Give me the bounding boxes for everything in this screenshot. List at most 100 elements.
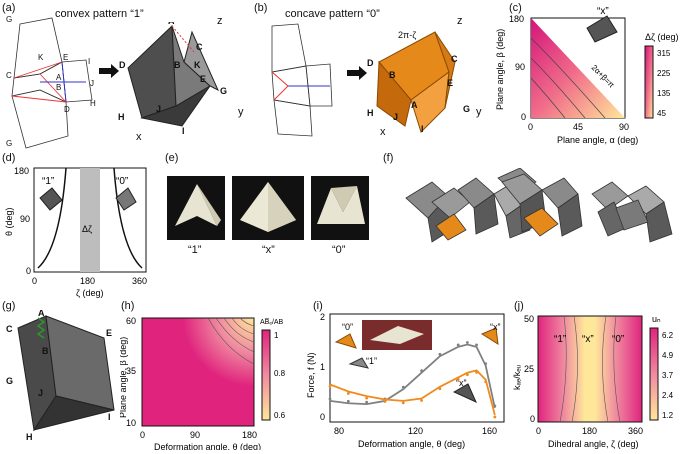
svg-text:G: G <box>6 16 12 24</box>
svg-text:H: H <box>26 432 33 442</box>
panel-a-folded-unit: A C D B KE G J H I <box>118 22 227 134</box>
svg-text:60: 60 <box>126 316 136 326</box>
svg-text:J: J <box>156 104 161 114</box>
svg-text:2: 2 <box>320 312 325 322</box>
svg-text:“1”: “1” <box>42 176 54 187</box>
svg-text:H: H <box>367 108 374 118</box>
svg-text:45: 45 <box>573 122 583 132</box>
panel-a-x-axis: x <box>136 131 142 143</box>
svg-text:160: 160 <box>482 426 497 436</box>
svg-text:E: E <box>447 78 453 88</box>
svg-text:90: 90 <box>619 122 629 132</box>
svg-text:1.2: 1.2 <box>662 411 674 420</box>
series-point-0-7 <box>456 343 460 347</box>
svg-text:“0”: “0” <box>116 176 128 187</box>
series-point-1-0 <box>328 385 332 388</box>
svg-text:360: 360 <box>132 276 147 286</box>
svg-text:ζ (deg): ζ (deg) <box>76 288 103 298</box>
panel-b-y-axis: y <box>476 106 482 118</box>
series-point-1-8 <box>465 373 469 377</box>
svg-text:Δζ (deg): Δζ (deg) <box>645 32 679 42</box>
series-point-1-10 <box>484 380 488 384</box>
series-point-1-2 <box>365 396 369 400</box>
series-point-1-7 <box>456 377 460 381</box>
svg-text:I: I <box>88 57 90 66</box>
series-point-0-9 <box>475 343 478 347</box>
svg-text:B: B <box>56 83 61 92</box>
svg-text:“x”: “x” <box>597 6 609 17</box>
series-point-0-6 <box>438 352 442 356</box>
panel-e-label: (e) <box>165 152 179 164</box>
svg-text:45: 45 <box>657 109 666 118</box>
svg-text:AB̅ₑ/AB: AB̅ₑ/AB <box>260 318 284 326</box>
svg-text:C: C <box>196 42 203 52</box>
svg-text:E: E <box>106 328 112 338</box>
panel-h-chart: 60 35 10 0 90 180 Deformation angle, θ (… <box>120 316 286 450</box>
series-line-1 <box>329 369 496 416</box>
svg-text:0: 0 <box>521 112 526 122</box>
svg-text:Deformation angle, θ (deg): Deformation angle, θ (deg) <box>154 442 261 450</box>
series-point-0-5 <box>420 369 423 373</box>
svg-text:C: C <box>6 324 13 334</box>
svg-text:C: C <box>451 54 458 64</box>
svg-text:“1”: “1” <box>366 356 377 366</box>
series-point-0-1 <box>346 399 350 403</box>
panel-b-crease-pattern <box>271 23 333 137</box>
svg-text:I: I <box>421 124 424 134</box>
svg-text:“0”: “0” <box>612 334 624 345</box>
svg-text:315: 315 <box>657 49 671 58</box>
svg-text:0: 0 <box>530 414 535 424</box>
series-point-0-8 <box>465 341 469 344</box>
svg-text:135: 135 <box>657 89 671 98</box>
svg-text:Deformation angle, θ (deg): Deformation angle, θ (deg) <box>358 439 465 449</box>
svg-text:uₙ: uₙ <box>652 314 661 324</box>
svg-text:180: 180 <box>242 430 257 440</box>
series-line-0 <box>329 343 496 409</box>
svg-text:0.8: 0.8 <box>274 369 286 378</box>
svg-text:120: 120 <box>408 426 423 436</box>
panel-a-crease-pattern: G C K E I AB J D H G <box>6 16 96 149</box>
svg-text:2.4: 2.4 <box>662 391 674 400</box>
panel-a-y-axis: y <box>238 106 244 118</box>
svg-text:“x”: “x” <box>456 378 467 388</box>
svg-text:“x”: “x” <box>490 322 501 332</box>
panel-d-label: (d) <box>2 152 16 164</box>
svg-text:0: 0 <box>26 266 31 276</box>
svg-text:90: 90 <box>20 214 30 224</box>
panel-a-title: convex pattern “1” <box>55 8 144 20</box>
photo-state-zero <box>311 176 369 240</box>
series-point-0-4 <box>401 385 405 389</box>
panel-d-chart: “1” “0” Δζ 180 90 0 0 180 360 ζ (deg) θ … <box>4 166 147 298</box>
svg-text:“x”: “x” <box>582 334 594 345</box>
panel-g-unit: C A B G E J I H <box>6 310 115 442</box>
panel-j-label: (j) <box>514 300 524 312</box>
svg-text:Dihedral angle, ζ (deg): Dihedral angle, ζ (deg) <box>548 439 639 449</box>
panel-a-arrow <box>99 64 119 78</box>
svg-text:J: J <box>38 388 43 398</box>
svg-text:J: J <box>90 79 94 88</box>
svg-text:180: 180 <box>14 166 29 176</box>
svg-text:I: I <box>182 126 185 134</box>
series-point-1-4 <box>401 401 405 405</box>
panel-j-chart: “1” “x” “0” 50 25 0 0 180 360 Dihedral a… <box>512 314 674 449</box>
svg-text:35: 35 <box>126 366 136 376</box>
svg-text:Plane angle, α (deg): Plane angle, α (deg) <box>557 135 638 145</box>
svg-text:360: 360 <box>628 426 643 436</box>
svg-text:E: E <box>200 74 206 84</box>
series-point-1-1 <box>346 392 350 395</box>
series-point-1-9 <box>475 370 478 374</box>
series-point-1-11 <box>493 415 497 419</box>
svg-text:kₐₑ/kₑᵤ: kₐₑ/kₑᵤ <box>512 364 522 390</box>
svg-text:G: G <box>463 104 470 114</box>
svg-text:G: G <box>6 376 13 386</box>
svg-text:“0”: “0” <box>342 322 353 332</box>
panel-c-label: (c) <box>509 2 522 14</box>
svg-text:“1”: “1” <box>554 334 566 345</box>
svg-text:180: 180 <box>509 14 524 24</box>
svg-text:H: H <box>90 99 96 108</box>
svg-text:A: A <box>168 22 175 26</box>
svg-text:A: A <box>38 310 45 318</box>
panel-f-label: (f) <box>383 152 394 164</box>
svg-text:0: 0 <box>32 276 37 286</box>
panel-i-chart: “0” “1” “x” “x” 2 1 0 80 120 160 Deforma… <box>306 312 505 449</box>
